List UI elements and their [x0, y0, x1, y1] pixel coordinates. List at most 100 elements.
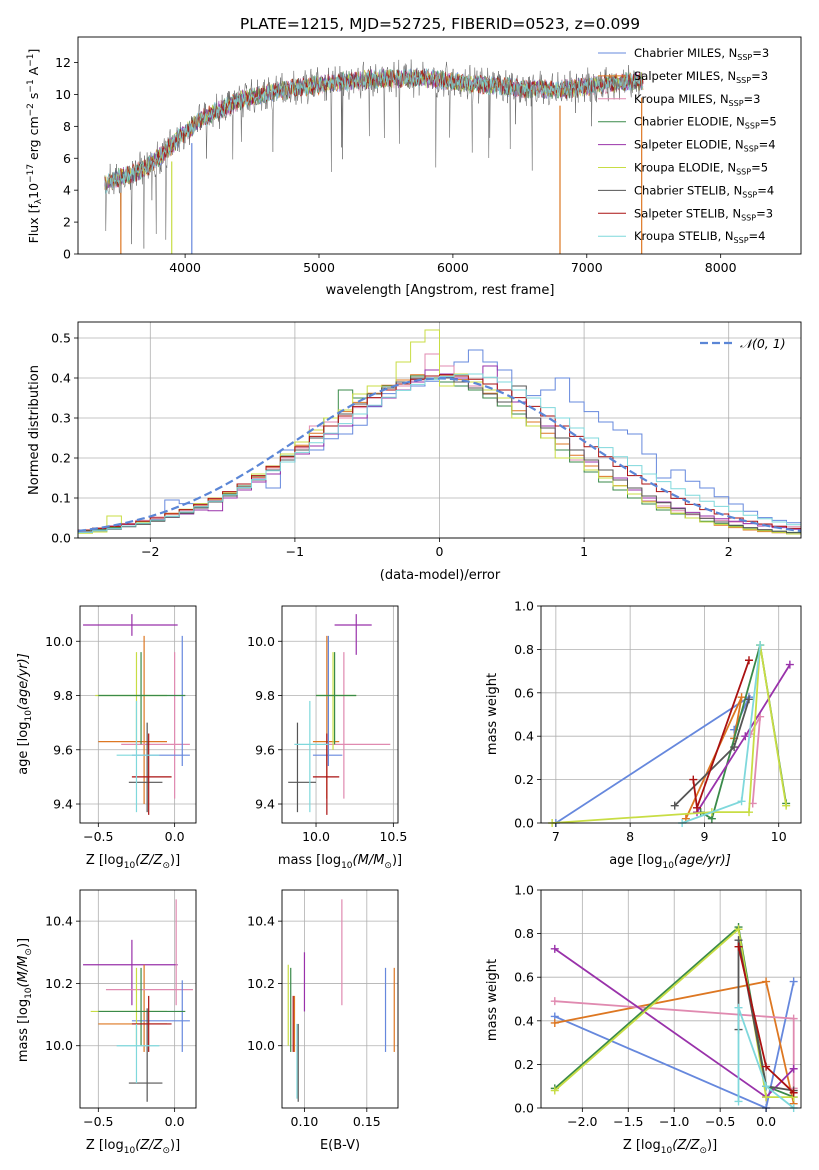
- x-tick-label: 10.5: [379, 829, 407, 844]
- x-tick-label: −0.5: [83, 829, 113, 844]
- x-tick-label: −1: [286, 544, 304, 559]
- gridlines-mass_vs_Z: [80, 890, 196, 1108]
- x-tick-label: 0.15: [353, 1114, 381, 1129]
- x-tick-label: −1.0: [659, 1114, 689, 1129]
- x-tick-label: 0.0: [756, 1114, 776, 1129]
- x-axis-label: (data-model)/error: [380, 568, 501, 583]
- plot-area-mass_vs_ebv: [287, 899, 395, 1102]
- axes-frame-age_vs_Z: [79, 605, 197, 824]
- axes-mass_vs_ebv: 0.10 0.15 10.0 10.2 10.4 E(B-V): [247, 889, 399, 1153]
- x-tick-label: 2: [725, 544, 733, 559]
- y-axis-label: age [log10(age/yr)]: [16, 653, 34, 775]
- axes-frame-mass_vs_ebv: [281, 889, 399, 1109]
- y-tick-label: 1.0: [514, 883, 534, 898]
- massweight-marker: [693, 803, 701, 812]
- axes-frame-mass_vs_Z: [79, 889, 197, 1109]
- x-tick-label: 0.0: [165, 829, 185, 844]
- x-tick-label: 4000: [169, 260, 201, 275]
- massweight-marker: [785, 660, 794, 669]
- legend-label: 𝒩(0, 1): [740, 336, 786, 351]
- y-tick-label: 9.4: [53, 797, 73, 812]
- massweight-marker: [734, 925, 743, 934]
- axes-residuals: −2 −1 0 1 2 0.0 0.1 0.2 0.3 0.4 0.5 𝒩(0, 1) (data-mo…: [27, 321, 802, 583]
- legend-label: Salpeter MILES, NSSP=3: [634, 69, 768, 85]
- y-tick-label: 6: [63, 151, 71, 166]
- axes-massweight_vs_age: 7 8 9 10 0.0 0.2 0.4 0.6 0.8 1.0 age [log10(age/yr…: [485, 599, 802, 871]
- y-tick-label: 12: [55, 55, 71, 70]
- plot-area-residuals: [77, 329, 802, 538]
- axes-frame-massweight_vs_Z: [540, 889, 802, 1109]
- massweight-marker: [734, 1003, 743, 1012]
- massweight-marker: [550, 1018, 559, 1027]
- x-tick-label: 8: [626, 829, 634, 844]
- axes-age_vs_Z: −0.5 0.0 9.4 9.6 9.8 10.0 Z [log10(Z/Z⊙)] age […: [16, 605, 197, 871]
- x-tick-label: −0.5: [705, 1114, 735, 1129]
- y-tick-label: 10.4: [247, 914, 275, 929]
- axes-age_vs_mass: 10.0 10.5 9.4 9.6 9.8 10.0 mass [log10(M/M⊙)]: [247, 605, 407, 871]
- x-tick-label: 10: [771, 829, 787, 844]
- y-tick-label: 0.2: [514, 772, 534, 787]
- x-tick-label: 5000: [303, 260, 335, 275]
- ticks-massweight_vs_Z: −2.0 −1.5 −1.0 −0.5 0.0 0.0 0.2 0.4 0.6 0.8 1.0: [514, 883, 776, 1130]
- x-axis-label: E(B-V): [320, 1138, 360, 1153]
- massweight-marker: [734, 942, 743, 951]
- ticks-mass_vs_ebv: 0.10 0.15 10.0 10.2 10.4: [247, 914, 381, 1129]
- plot-area-massweight_vs_Z: [550, 923, 798, 1112]
- axes-mass_vs_Z: −0.5 0.0 10.0 10.2 10.4 Z [log10(Z/Z⊙)] mass […: [16, 889, 197, 1156]
- y-tick-label: 0.6: [514, 970, 534, 985]
- y-tick-label: 0.0: [514, 816, 534, 831]
- ticks-age_vs_mass: 10.0 10.5 9.4 9.6 9.8 10.0: [247, 634, 407, 844]
- massweight-marker: [762, 977, 771, 986]
- legend-label: Chabrier ELODIE, NSSP=5: [634, 115, 777, 131]
- y-tick-label: 9.8: [255, 688, 275, 703]
- axes-spectrum: 4000 5000 6000 7000 8000 0 2 4 6 8 10 12 wavelength …: [26, 36, 802, 298]
- axes-frame-residuals: [77, 321, 802, 539]
- y-tick-label: 0.4: [51, 371, 71, 386]
- plot-area-age_vs_mass: [288, 614, 391, 815]
- massweight-marker: [737, 693, 746, 702]
- x-tick-label: −2.0: [567, 1114, 597, 1129]
- ticks-residuals: −2 −1 0 1 2 0.0 0.1 0.2 0.3 0.4 0.5: [51, 331, 733, 560]
- x-tick-label: −2: [141, 544, 159, 559]
- y-axis-label: Flux [fλ10−17 erg cm−2 s−1 A−1]: [26, 49, 44, 244]
- y-tick-label: 0.2: [514, 1057, 534, 1072]
- massweight-marker: [762, 1093, 771, 1102]
- x-tick-label: 0: [436, 544, 444, 559]
- axes-frame-age_vs_mass: [281, 605, 399, 824]
- massweight-line-6: [737, 939, 794, 1092]
- legend-label: Salpeter STELIB, NSSP=3: [634, 206, 773, 222]
- y-tick-label: 1.0: [514, 599, 534, 614]
- massweight-marker: [737, 797, 746, 806]
- ticks-mass_vs_Z: −0.5 0.0 10.0 10.2 10.4: [45, 914, 184, 1129]
- axes-frame-spectrum: [77, 36, 802, 255]
- y-tick-label: 9.4: [255, 797, 275, 812]
- x-tick-label: 8000: [705, 260, 737, 275]
- legend-label: Kroupa ELODIE, NSSP=5: [634, 161, 768, 177]
- legend-label: Kroupa STELIB, NSSP=4: [634, 229, 765, 245]
- massweight-marker: [789, 1064, 798, 1073]
- y-tick-label: 0.8: [514, 642, 534, 657]
- y-tick-label: 0.4: [514, 1013, 534, 1028]
- y-tick-label: 10.0: [45, 1038, 73, 1053]
- y-tick-label: 0: [63, 247, 71, 262]
- massweight-marker: [756, 641, 765, 650]
- massweight-marker: [789, 1014, 798, 1023]
- y-tick-label: 10.2: [45, 976, 73, 991]
- y-tick-label: 2: [63, 215, 71, 230]
- legend-label: Kroupa MILES, NSSP=3: [634, 92, 760, 108]
- x-tick-label: 6000: [437, 260, 469, 275]
- y-tick-label: 0.4: [514, 729, 534, 744]
- massweight-marker: [782, 801, 791, 810]
- ticks-spectrum: 4000 5000 6000 7000 8000 0 2 4 6 8 10 12: [55, 55, 737, 275]
- x-tick-label: 10.0: [302, 829, 330, 844]
- massweight-marker: [670, 801, 679, 810]
- plot-area-spectrum: [104, 59, 644, 254]
- x-tick-label: 0.0: [165, 1114, 185, 1129]
- spectrum-legend: Chabrier MILES, NSSP=3 Salpeter MILES, NS…: [598, 46, 777, 245]
- massweight-marker: [734, 1097, 743, 1106]
- y-axis-label: mass weight: [485, 959, 500, 1041]
- y-tick-label: 0.2: [51, 451, 71, 466]
- y-tick-label: 0.6: [514, 685, 534, 700]
- y-axis-label: Normed distribution: [27, 365, 42, 495]
